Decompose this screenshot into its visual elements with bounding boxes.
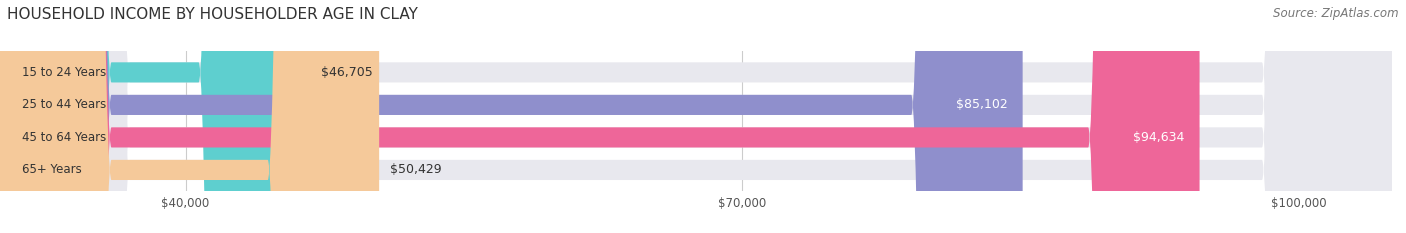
Text: $46,705: $46,705 xyxy=(321,66,373,79)
Text: 25 to 44 Years: 25 to 44 Years xyxy=(22,98,107,111)
Text: 15 to 24 Years: 15 to 24 Years xyxy=(22,66,107,79)
Text: Source: ZipAtlas.com: Source: ZipAtlas.com xyxy=(1274,7,1399,20)
Text: 65+ Years: 65+ Years xyxy=(22,163,82,176)
FancyBboxPatch shape xyxy=(0,0,1022,233)
Text: HOUSEHOLD INCOME BY HOUSEHOLDER AGE IN CLAY: HOUSEHOLD INCOME BY HOUSEHOLDER AGE IN C… xyxy=(7,7,418,22)
FancyBboxPatch shape xyxy=(0,0,311,233)
Text: 45 to 64 Years: 45 to 64 Years xyxy=(22,131,107,144)
Text: $85,102: $85,102 xyxy=(956,98,1008,111)
Text: $94,634: $94,634 xyxy=(1133,131,1185,144)
FancyBboxPatch shape xyxy=(0,0,1199,233)
FancyBboxPatch shape xyxy=(0,0,380,233)
Text: $50,429: $50,429 xyxy=(391,163,441,176)
